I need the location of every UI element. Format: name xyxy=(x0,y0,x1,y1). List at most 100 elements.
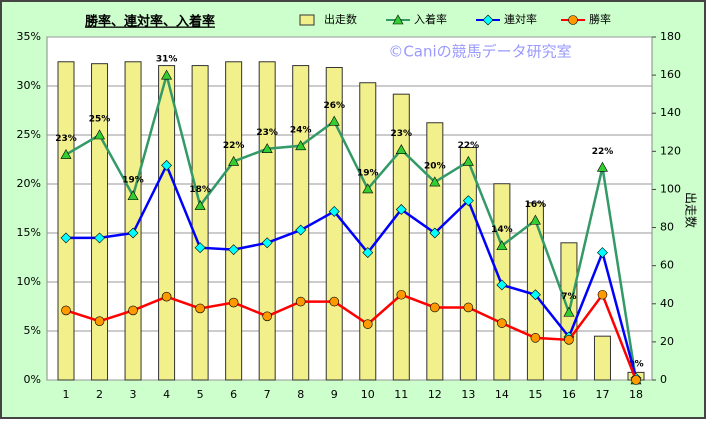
x-tick-label: 17 xyxy=(595,388,609,401)
x-tick-label: 14 xyxy=(495,388,509,401)
y2-axis-label: 出走数 xyxy=(684,192,699,228)
legend-label: 入着率 xyxy=(414,12,447,26)
bar xyxy=(158,65,176,381)
data-label: 19% xyxy=(122,175,144,185)
marker xyxy=(497,318,507,328)
bar xyxy=(459,147,477,381)
data-label: 14% xyxy=(491,225,513,235)
marker xyxy=(482,14,494,26)
marker xyxy=(194,242,206,254)
marker xyxy=(295,140,307,151)
legend-label: 出走数 xyxy=(324,12,357,26)
y2-tick-label: 160 xyxy=(660,68,681,81)
bar xyxy=(225,61,243,381)
x-tick-label: 15 xyxy=(528,388,542,401)
x-tick-label: 7 xyxy=(264,388,271,401)
marker xyxy=(362,247,374,259)
bar xyxy=(325,66,343,381)
data-label: 31% xyxy=(156,55,178,65)
data-label: 22% xyxy=(458,141,480,151)
x-tick-label: 12 xyxy=(428,388,442,401)
marker xyxy=(194,199,206,210)
line xyxy=(65,292,638,381)
marker xyxy=(529,289,541,301)
watermark: ©Caniの競馬データ研究室 xyxy=(388,43,571,61)
x-tick-label: 6 xyxy=(230,388,237,401)
y2-tick-label: 180 xyxy=(660,30,681,43)
marker xyxy=(395,204,407,215)
x-tick-label: 8 xyxy=(297,388,304,401)
data-label: 26% xyxy=(323,101,345,111)
marker xyxy=(262,311,272,322)
y-tick-label: 15% xyxy=(17,226,41,239)
marker xyxy=(228,244,240,256)
marker xyxy=(362,183,374,194)
y-tick-label: 0% xyxy=(24,373,41,386)
data-label: 22% xyxy=(223,141,245,151)
data-label: 22% xyxy=(592,147,614,157)
plot-area xyxy=(46,36,653,381)
marker xyxy=(128,305,138,316)
y-tick-label: 30% xyxy=(17,79,41,92)
y-tick-label: 5% xyxy=(24,324,41,337)
marker xyxy=(462,195,474,207)
marker xyxy=(463,302,474,313)
marker xyxy=(127,227,139,239)
x-tick-label: 18 xyxy=(629,388,643,401)
line xyxy=(66,162,638,379)
y2-tick-label: 60 xyxy=(660,259,674,272)
marker xyxy=(295,224,307,236)
marker xyxy=(631,375,641,385)
x-tick-label: 10 xyxy=(361,388,375,401)
data-label: 20% xyxy=(424,162,446,172)
bar xyxy=(191,65,209,381)
marker xyxy=(94,316,105,327)
line xyxy=(65,70,638,381)
marker xyxy=(295,296,306,307)
y2-tick-label: 140 xyxy=(660,106,681,119)
marker xyxy=(228,155,240,166)
bar xyxy=(593,335,611,381)
marker xyxy=(496,240,508,251)
marker xyxy=(328,115,340,126)
legend-swatch xyxy=(299,14,315,26)
marker xyxy=(161,69,173,80)
x-tick-label: 9 xyxy=(331,388,338,401)
marker xyxy=(429,227,441,239)
data-label: 19% xyxy=(357,168,379,178)
legend-label: 勝率 xyxy=(589,12,611,26)
x-tick-label: 3 xyxy=(130,388,137,401)
data-label: 23% xyxy=(256,128,278,138)
marker xyxy=(597,289,608,300)
marker xyxy=(127,190,139,201)
data-label: 25% xyxy=(89,115,111,125)
x-tick-label: 11 xyxy=(394,388,408,401)
marker xyxy=(161,159,173,171)
marker xyxy=(596,161,608,172)
data-label: 23% xyxy=(55,134,77,144)
marker xyxy=(462,155,474,166)
data-label: 0% xyxy=(628,360,643,370)
marker xyxy=(597,247,608,259)
marker xyxy=(530,333,541,343)
y-tick-label: 25% xyxy=(17,128,41,141)
y2-tick-label: 40 xyxy=(660,297,674,310)
y2-tick-label: 0 xyxy=(660,373,667,386)
x-tick-label: 4 xyxy=(163,388,170,401)
marker xyxy=(328,206,340,217)
y-tick-label: 20% xyxy=(17,177,41,190)
data-label: 24% xyxy=(290,125,312,135)
marker xyxy=(60,232,72,244)
bar xyxy=(124,61,142,381)
bar xyxy=(426,122,444,381)
x-tick-label: 1 xyxy=(63,388,70,401)
y2-tick-label: 120 xyxy=(660,144,681,157)
chart-title: 勝率、連対率、入着率 xyxy=(85,14,215,30)
marker xyxy=(329,296,340,307)
bar xyxy=(91,63,109,381)
y-tick-label: 35% xyxy=(17,30,41,43)
marker xyxy=(563,306,575,317)
data-label: 18% xyxy=(189,185,211,195)
y2-tick-label: 20 xyxy=(660,335,674,348)
